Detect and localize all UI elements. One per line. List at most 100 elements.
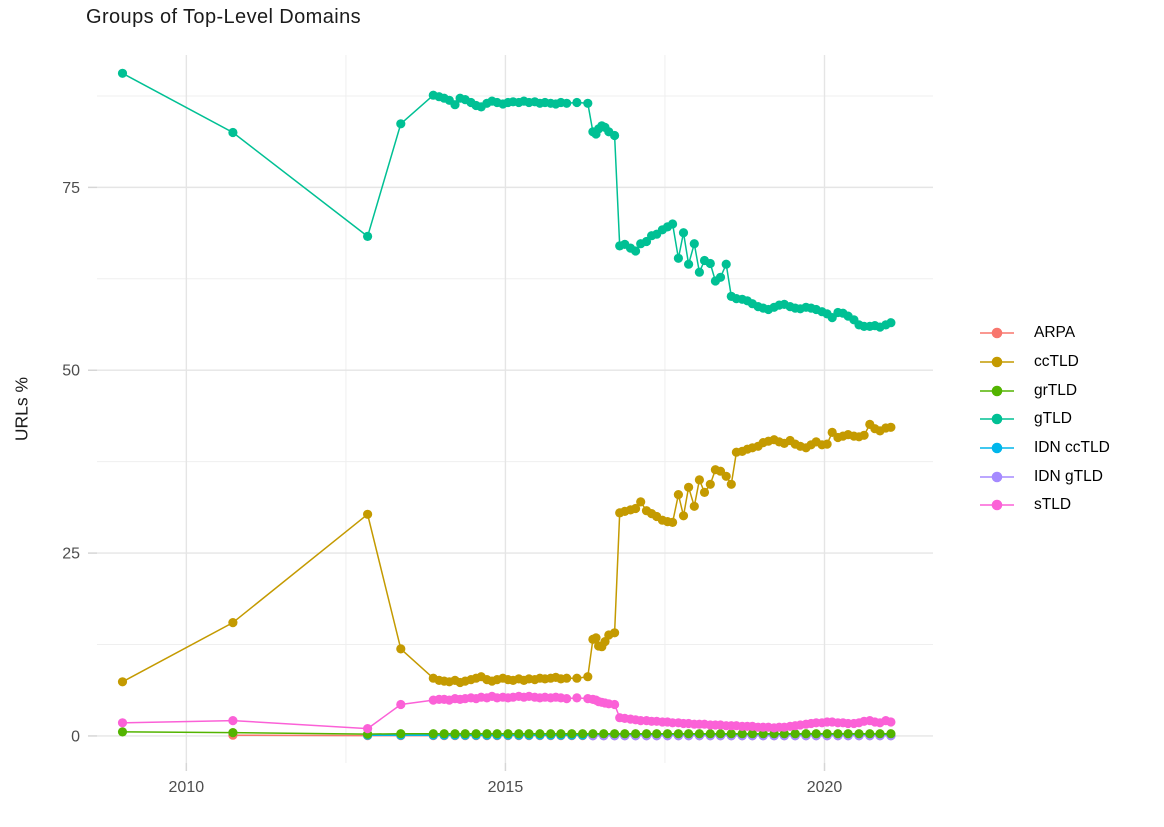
series-cctld-point: [631, 503, 641, 514]
series-grtld-point: [694, 729, 705, 739]
series-cctld-point: [705, 479, 715, 489]
series-gtld-point: [668, 219, 678, 229]
series-cctld-point: [117, 677, 128, 687]
legend-label: IDN ccTLD: [1034, 439, 1110, 457]
series-stld-point: [610, 699, 620, 710]
series-grtld-point: [652, 729, 662, 739]
series-cctld-point: [610, 628, 620, 638]
legend-key-icon: [980, 500, 1014, 511]
series-grtld-point: [460, 729, 470, 739]
series-gtld-point: [610, 130, 620, 141]
x-tick-label: 2010: [169, 779, 205, 796]
series-gtld-point: [694, 267, 705, 277]
series-cctld-point: [689, 501, 699, 511]
series-cctld-point: [726, 479, 736, 489]
series-stld-point: [363, 724, 373, 734]
series-cctld-point: [859, 430, 869, 440]
series-cctld-point: [572, 673, 582, 683]
series-grtld-point: [524, 729, 534, 739]
x-tick-label: 2015: [488, 779, 524, 796]
y-tick-label: 50: [62, 363, 80, 380]
series-gtld-point: [721, 259, 731, 269]
series-grtld-point: [439, 729, 449, 739]
series-cctld-point: [636, 497, 646, 507]
legend-key-icon: [980, 414, 1014, 425]
x-tick-label: 2020: [807, 779, 843, 796]
legend-key-icon: [980, 356, 1014, 368]
series-stld-point: [228, 716, 238, 726]
legend-row-idn-gtld: IDN gTLD: [977, 462, 1163, 491]
series-grtld-point: [673, 729, 684, 739]
series-grtld-point: [843, 729, 853, 739]
series-cctld-point: [699, 487, 710, 497]
series-gtld-point: [715, 272, 726, 282]
legend-label: sTLD: [1034, 496, 1072, 514]
legend-label: ccTLD: [1034, 353, 1079, 371]
series-gtld-point: [572, 97, 582, 108]
series-grtld-point: [117, 727, 128, 737]
series-cctld-point: [668, 517, 678, 528]
series-grtld-point: [535, 729, 545, 739]
legend-row-grtld: grTLD: [977, 376, 1163, 405]
series-grtld-point: [546, 729, 556, 739]
series-grtld-point: [684, 729, 694, 739]
series-gtld-point: [562, 98, 572, 108]
series-grtld-point: [556, 729, 566, 739]
series-cctld-point: [396, 644, 406, 654]
legend-row-idn-cctld: IDN ccTLD: [977, 434, 1163, 463]
series-grtld-point: [396, 729, 406, 739]
series-grtld-point: [471, 729, 481, 739]
series-gtld-line: [122, 72, 892, 328]
series-cctld-point: [694, 475, 705, 485]
series-gtld-point: [228, 127, 238, 138]
legend-label: ARPA: [1034, 324, 1076, 342]
series-grtld-point: [715, 729, 726, 739]
series-grtld-point: [567, 729, 577, 739]
legend-label: gTLD: [1034, 410, 1072, 428]
legend-row-stld: sTLD: [977, 491, 1163, 520]
legend-row-arpa: ARPA: [977, 319, 1163, 348]
series-cctld-point: [678, 511, 689, 521]
series-gtld-point: [678, 228, 689, 238]
legend-key-icon: [980, 442, 1014, 454]
series-gtld-point: [450, 100, 460, 110]
series-grtld-point: [482, 729, 492, 739]
series-cctld-point: [721, 471, 731, 481]
series-grtld-point: [620, 729, 630, 739]
series-gtld-point: [583, 98, 593, 108]
series-cctld-point: [886, 422, 896, 432]
series-grtld-point: [503, 729, 513, 739]
series-stld-point: [886, 717, 896, 727]
series-grtld-point: [865, 729, 875, 739]
series-grtld-point: [450, 729, 460, 739]
series-grtld-point: [631, 729, 641, 739]
series-gtld-point: [684, 259, 694, 269]
y-tick-label: 75: [62, 180, 80, 197]
series-grtld-point: [641, 729, 652, 739]
series-grtld-point: [514, 729, 524, 739]
legend: ARPA ccTLD grTLD gTLD IDN ccTLD IDN gTLD sTLD: [977, 319, 1163, 520]
series-stld-point: [396, 699, 406, 710]
legend-row-cctld: ccTLD: [977, 348, 1163, 377]
series-grtld-point: [610, 729, 620, 739]
series-grtld-point: [875, 729, 885, 739]
series-cctld-point: [591, 633, 601, 643]
legend-label: grTLD: [1034, 381, 1078, 399]
series-cctld-point: [583, 672, 593, 682]
legend-row-gtld: gTLD: [977, 405, 1163, 434]
series-grtld-point: [662, 729, 673, 739]
chart-title: Groups of Top-Level Domains: [86, 6, 362, 28]
series-grtld-point: [886, 729, 896, 739]
series-gtld-point: [117, 68, 128, 78]
series-grtld-point: [228, 728, 238, 738]
series-cctld-point: [562, 673, 572, 683]
series-grtld-point: [588, 729, 598, 739]
series-grtld-point: [790, 729, 800, 739]
series-gtld-point: [363, 231, 373, 241]
legend-key-icon: [980, 328, 1014, 339]
series-gtld-point: [396, 119, 406, 129]
series-grtld-point: [428, 729, 438, 739]
series-grtld-point: [492, 729, 502, 739]
series-grtld-point: [758, 729, 768, 739]
